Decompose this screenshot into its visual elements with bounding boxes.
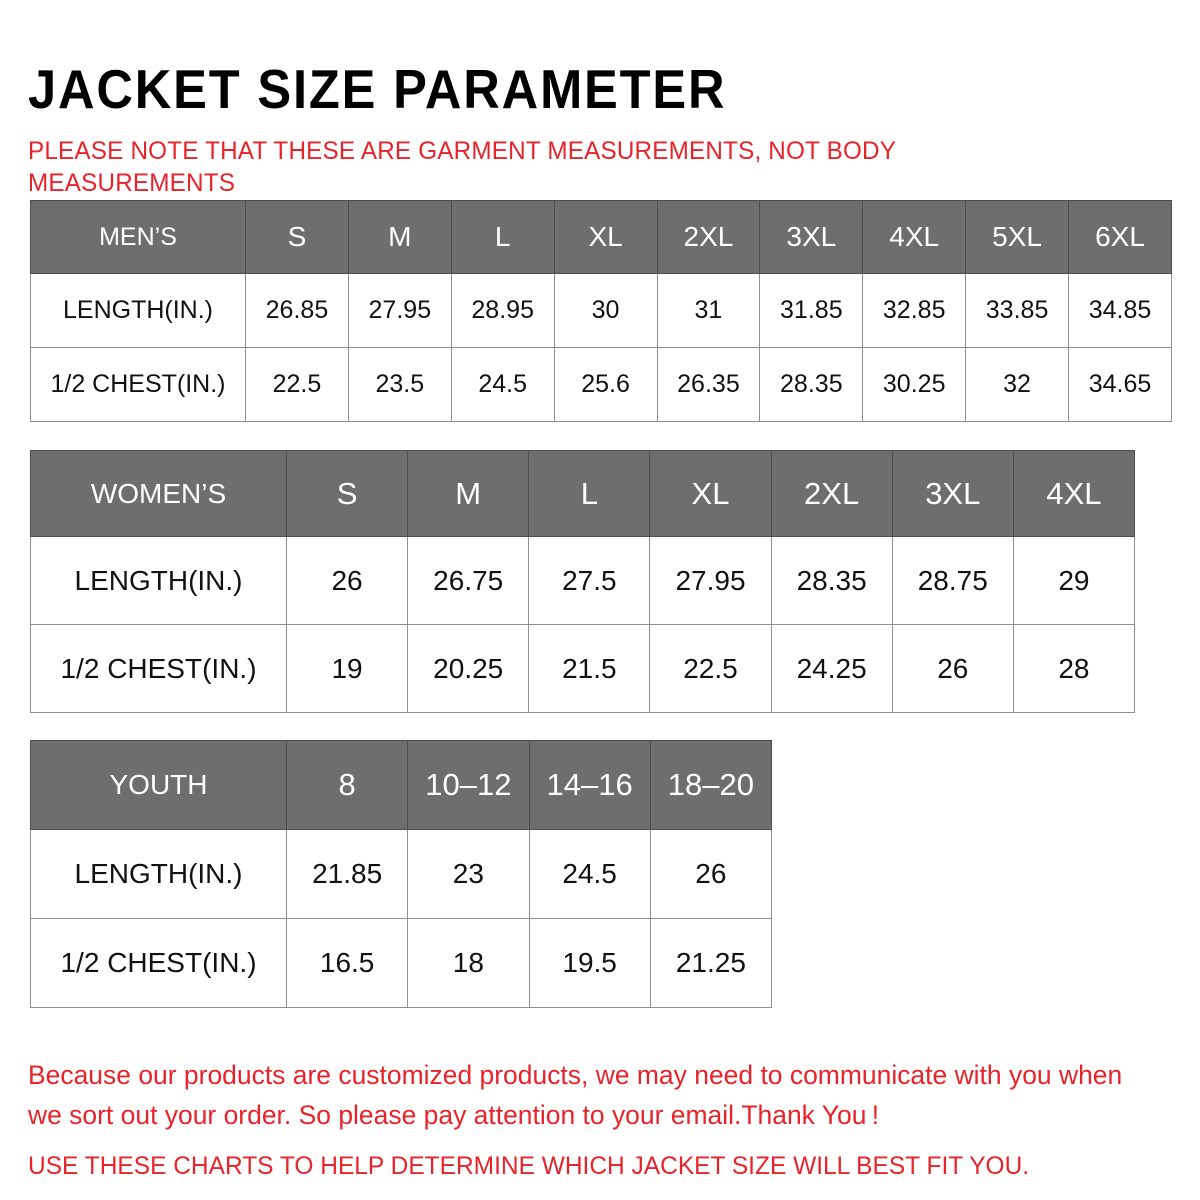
mens-column-header-5XL: 5XL [965,200,1069,274]
table-row: LENGTH(IN.) 26 26.75 27.5 27.95 28.35 28.75 29 [30,536,1136,625]
womens-column-header-L: L [528,450,651,537]
chart-usage-note: USE THESE CHARTS TO HELP DETERMINE WHICH… [28,1152,1030,1180]
table-header-row: WOMEN’S S M L XL 2XL 3XL 4XL [30,450,1136,537]
mens-column-header-XL: XL [553,200,658,274]
youth-column-header-1416: 14–16 [528,740,651,830]
measurement-cell: 19.5 [528,918,651,1008]
measurement-cell: 18 [407,918,530,1008]
womens-column-header-S: S [285,450,409,537]
measurement-cell: 28.75 [891,536,1014,625]
table-row: 1/2 CHEST(IN.) 22.5 23.5 24.5 25.6 26.35 28.35… [30,347,1172,422]
measurement-cell: 28.35 [770,536,893,625]
measurement-cell: 26 [891,624,1014,713]
measurement-cell: 30 [553,273,658,348]
table-row: 1/2 CHEST(IN.) 19 20.25 21.5 22.5 24.25 26 28 [30,624,1136,713]
measurement-cell: 20.25 [407,624,530,713]
measurement-cell: 31 [656,273,761,348]
table-row: LENGTH(IN.) 21.85 23 24.5 26 [30,829,773,919]
mens-column-header-L: L [450,200,555,274]
measurement-cell: 24.5 [450,347,555,422]
womens-column-header-2XL: 2XL [770,450,893,537]
youth-row-label: LENGTH(IN.) [30,829,287,919]
womens-table-title-cell: WOMEN’S [30,450,287,537]
measurement-cell: 23 [407,829,530,919]
measurement-cell: 26.85 [245,273,349,348]
table-row: 1/2 CHEST(IN.) 16.5 18 19.5 21.25 [30,918,773,1008]
youth-table-body: LENGTH(IN.) 21.85 23 24.5 26 1/2 CHEST(IN.) 16… [30,829,773,1008]
mens-column-header-S: S [245,200,349,274]
measurement-cell: 34.65 [1068,347,1172,422]
womens-column-header-XL: XL [649,450,772,537]
mens-table-title-cell: MEN’S [30,200,246,274]
page-title: JACKET SIZE PARAMETER [28,57,727,120]
measurement-cell: 22.5 [245,347,349,422]
measurement-cell: 21.25 [649,918,773,1008]
mens-table-header: MEN’S S M L XL 2XL 3XL 4XL 5XL 6XL [30,200,1172,274]
measurement-cell: 32.85 [862,273,967,348]
mens-column-header-4XL: 4XL [862,200,967,274]
measurement-cell: 19 [285,624,409,713]
measurement-cell: 27.5 [528,536,651,625]
mens-column-header-6XL: 6XL [1068,200,1172,274]
mens-row-label: LENGTH(IN.) [30,273,246,348]
measurement-cell: 26 [285,536,409,625]
womens-column-header-3XL: 3XL [891,450,1014,537]
measurement-cell: 28 [1012,624,1136,713]
womens-column-header-4XL: 4XL [1012,450,1136,537]
mens-column-header-3XL: 3XL [759,200,864,274]
womens-table-body: LENGTH(IN.) 26 26.75 27.5 27.95 28.35 28.75 29 1… [30,536,1136,713]
table-header-row: YOUTH 8 10–12 14–16 18–20 [30,740,773,830]
womens-column-header-M: M [407,450,530,537]
measurement-cell: 26.75 [407,536,530,625]
youth-column-header-1820: 18–20 [649,740,773,830]
measurement-cell: 25.6 [553,347,658,422]
mens-size-table: MEN’S S M L XL 2XL 3XL 4XL 5XL 6XL LENGTH(IN.) 26… [30,200,1172,422]
youth-column-header-1012: 10–12 [407,740,530,830]
measurement-cell: 34.85 [1068,273,1172,348]
measurement-cell: 33.85 [965,273,1069,348]
womens-size-table: WOMEN’S S M L XL 2XL 3XL 4XL LENGTH(IN.) 26 26.7… [30,450,1136,713]
measurement-cell: 27.95 [347,273,452,348]
measurement-cell: 28.95 [450,273,555,348]
mens-row-label: 1/2 CHEST(IN.) [30,347,246,422]
garment-measurement-note: PLEASE NOTE THAT THESE ARE GARMENT MEASU… [28,137,896,197]
measurement-cell: 29 [1012,536,1136,625]
youth-size-table: YOUTH 8 10–12 14–16 18–20 LENGTH(IN.) 21.85 2… [30,740,773,1008]
mens-column-header-2XL: 2XL [656,200,761,274]
measurement-cell: 28.35 [759,347,864,422]
table-header-row: MEN’S S M L XL 2XL 3XL 4XL 5XL 6XL [30,200,1172,274]
womens-row-label: LENGTH(IN.) [30,536,287,625]
womens-row-label: 1/2 CHEST(IN.) [30,624,287,713]
measurement-cell: 30.25 [862,347,967,422]
youth-table-header: YOUTH 8 10–12 14–16 18–20 [30,740,773,830]
table-row: LENGTH(IN.) 26.85 27.95 28.95 30 31 31.85 32.85… [30,273,1172,348]
measurement-cell: 24.5 [528,829,651,919]
mens-column-header-M: M [347,200,452,274]
youth-column-header-8: 8 [285,740,409,830]
measurement-cell: 27.95 [649,536,772,625]
youth-table-title-cell: YOUTH [30,740,287,830]
measurement-cell: 26 [649,829,773,919]
measurement-cell: 32 [965,347,1069,422]
youth-row-label: 1/2 CHEST(IN.) [30,918,287,1008]
measurement-cell: 23.5 [347,347,452,422]
measurement-cell: 26.35 [656,347,761,422]
measurement-cell: 24.25 [770,624,893,713]
measurement-cell: 21.85 [285,829,409,919]
measurement-cell: 16.5 [285,918,409,1008]
customization-note: Because our products are customized prod… [28,1060,1123,1130]
measurement-cell: 31.85 [759,273,864,348]
measurement-cell: 22.5 [649,624,772,713]
measurement-cell: 21.5 [528,624,651,713]
mens-table-body: LENGTH(IN.) 26.85 27.95 28.95 30 31 31.85 32.85… [30,273,1172,422]
womens-table-header: WOMEN’S S M L XL 2XL 3XL 4XL [30,450,1136,537]
